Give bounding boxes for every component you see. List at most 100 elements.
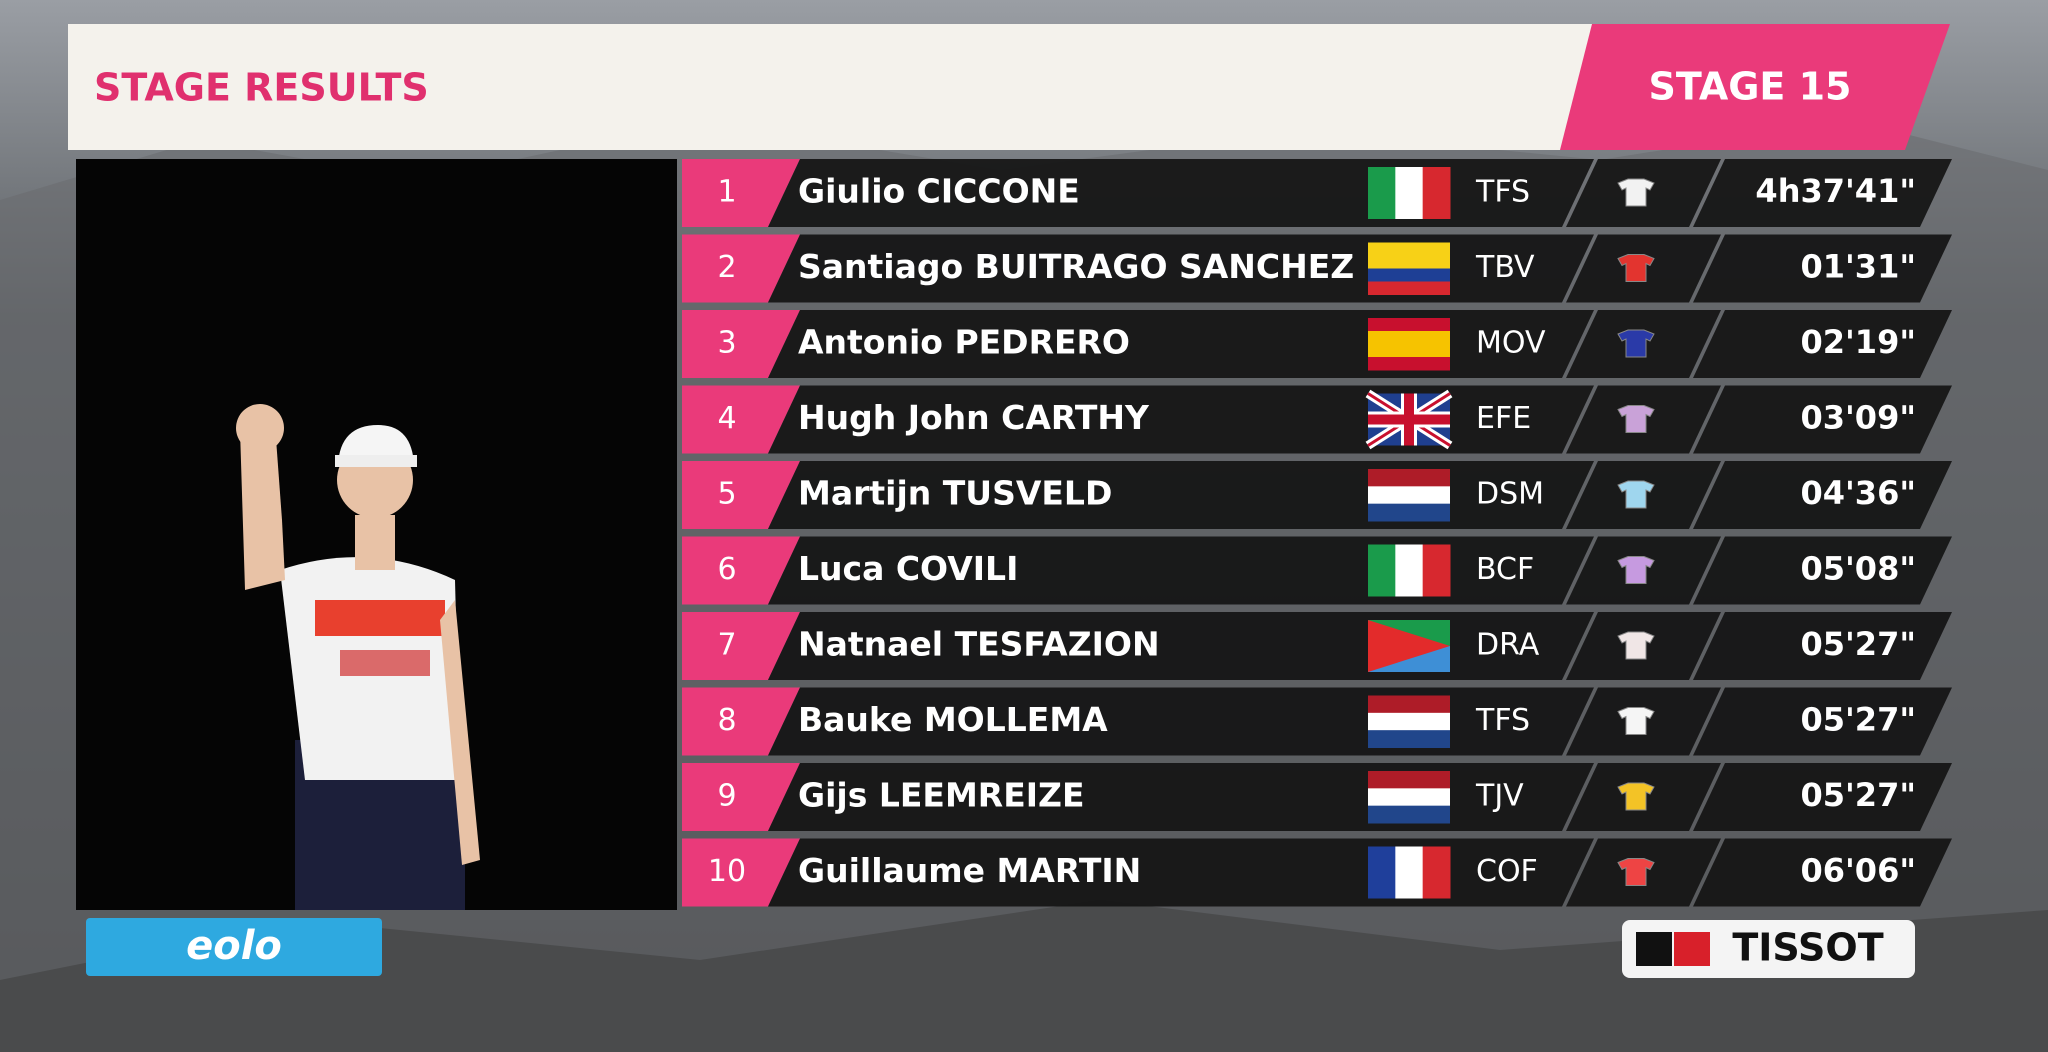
rank: 8: [717, 703, 736, 738]
header-bar: [68, 24, 1618, 150]
jersey-icon: [1617, 254, 1655, 282]
team-code: TBV: [1475, 250, 1535, 285]
finish-time: 05'27": [1800, 625, 1916, 663]
rank-box: [682, 310, 800, 378]
rank: 1: [717, 175, 736, 210]
flag-stripe: [1368, 281, 1450, 295]
team-code: DRA: [1476, 628, 1540, 663]
finish-time: 01'31": [1800, 248, 1916, 286]
jersey-icon: [1617, 178, 1655, 207]
flag-stripe: [1368, 712, 1450, 731]
flag-stripe: [1368, 788, 1450, 807]
rank-box: [682, 536, 800, 605]
flag: [1368, 695, 1450, 748]
tissot-text: TISSOT: [1732, 926, 1883, 970]
flag-stripe: [1368, 255, 1450, 269]
jersey-icon: [1617, 556, 1655, 584]
result-row: 7 Natnael TESFAZION DRA 05'27": [682, 612, 1952, 680]
rider-name: Santiago BUITRAGO SANCHEZ: [798, 247, 1354, 286]
rank: 9: [717, 779, 736, 814]
result-row: 1 Giulio CICCONE TFS 4h37'41": [682, 159, 1952, 227]
flag: [1368, 771, 1450, 824]
jersey-icon: [1617, 405, 1655, 433]
result-row: 8 Bauke MOLLEMA TFS 05'27": [682, 687, 1952, 756]
finish-time: 05'27": [1800, 701, 1916, 739]
result-row: 2 Santiago BUITRAGO SANCHEZ TBV 01'31": [682, 234, 1952, 303]
rank: 6: [717, 552, 736, 587]
rank-box: [682, 461, 800, 529]
rank: 7: [717, 628, 736, 663]
finish-time: 05'27": [1800, 776, 1916, 814]
team-code: EFE: [1476, 401, 1531, 436]
flag-stripe: [1368, 469, 1450, 487]
flag-stripe: [1368, 357, 1450, 371]
rider-name: Guillaume MARTIN: [798, 851, 1141, 890]
rank-box: [682, 234, 800, 303]
flag-stripe: [1368, 730, 1450, 748]
flag-stripe: [1368, 544, 1396, 597]
team-code: TFS: [1475, 175, 1530, 210]
flag: [1368, 544, 1451, 597]
rank-box: [682, 763, 800, 831]
rank-box: [682, 838, 800, 907]
flag-stripe: [1368, 846, 1396, 899]
time-box: [1693, 234, 1952, 303]
jersey-icon: [1617, 480, 1655, 509]
rider-name: Bauke MOLLEMA: [798, 700, 1108, 739]
rank-box: [682, 159, 800, 227]
result-row: 4 Hugh John CARTHY EFE 03'09": [682, 385, 1952, 454]
stage-box: [1560, 24, 1950, 150]
tissot-mark: [1636, 932, 1672, 966]
flag-stripe: [1422, 846, 1451, 899]
finish-time: 05'08": [1800, 550, 1916, 588]
rank: 2: [717, 250, 736, 285]
rider-figure: [236, 404, 480, 910]
rider-name: Giulio CICCONE: [798, 172, 1080, 211]
finish-time: 06'06": [1800, 852, 1916, 890]
rider-name: Natnael TESFAZION: [798, 625, 1160, 664]
rider-name: Martijn TUSVELD: [798, 474, 1112, 513]
rank: 5: [717, 477, 736, 512]
flag-stripe: [1368, 771, 1450, 789]
rank: 10: [708, 854, 746, 889]
flag-stripe: [1395, 167, 1424, 219]
flag-stripe: [1368, 486, 1450, 505]
flag-stripe: [1395, 544, 1424, 597]
jersey-icon: [1617, 329, 1655, 358]
result-row: 5 Martijn TUSVELD DSM 04'36": [682, 461, 1952, 529]
rank-box: [682, 687, 800, 756]
flag-stripe: [1368, 344, 1450, 358]
time-box: [1693, 310, 1952, 378]
time-box: [1693, 838, 1952, 907]
flag: [1368, 318, 1450, 371]
flag: [1368, 167, 1451, 219]
stage-label: STAGE 15: [1648, 65, 1851, 109]
rank: 3: [717, 326, 736, 361]
jersey-icon: [1617, 707, 1655, 735]
team-code: TJV: [1475, 779, 1524, 814]
flag-stripe: [1368, 167, 1396, 219]
eolo-text: eolo: [186, 923, 282, 969]
time-box: [1693, 385, 1952, 454]
flag: [1368, 846, 1451, 899]
jersey-icon: [1617, 858, 1655, 886]
flag: [1368, 469, 1450, 522]
rider-name: Antonio PEDRERO: [798, 323, 1130, 362]
flag-stripe: [1368, 695, 1450, 714]
time-box: [1693, 612, 1952, 680]
result-row: 10 Guillaume MARTIN COF 06'06": [682, 838, 1952, 907]
team-code: COF: [1476, 854, 1538, 889]
team-code: MOV: [1476, 326, 1546, 361]
time-box: [1693, 159, 1952, 227]
flag: [1368, 620, 1450, 672]
flag-stripe: [1422, 167, 1451, 219]
eolo-logo: [86, 918, 382, 976]
jersey-icon: [1617, 631, 1655, 660]
flag-stripe: [1395, 846, 1424, 899]
tissot-cross: [1674, 932, 1710, 966]
result-row: 3 Antonio PEDRERO MOV 02'19": [682, 310, 1952, 378]
flag-stripe: [1422, 544, 1451, 597]
rider-name: Gijs LEEMREIZE: [798, 776, 1085, 815]
flag: [1365, 389, 1453, 450]
